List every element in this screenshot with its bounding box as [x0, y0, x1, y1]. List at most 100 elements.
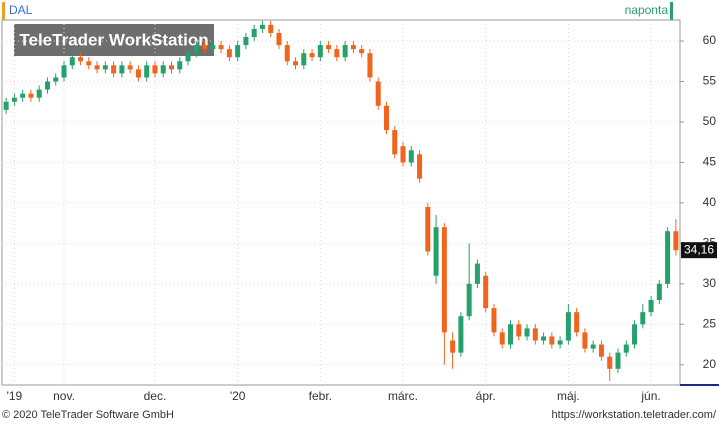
last-price-label: 34,16 [684, 242, 714, 256]
watermark: TeleTrader WorkStation [19, 30, 208, 49]
candle-body [152, 65, 158, 74]
interval: naponta [625, 3, 669, 17]
candle-body [640, 312, 646, 325]
candle-body [673, 231, 679, 251]
candle-body [417, 154, 423, 179]
candle-body [301, 53, 307, 66]
candle-body [557, 340, 563, 345]
candle-body [218, 45, 224, 50]
candle-body [441, 227, 447, 333]
candle-body [326, 45, 332, 50]
candle-body [400, 146, 406, 163]
y-tick-label: 45 [703, 155, 717, 169]
candle-body [408, 150, 414, 163]
candle-body [268, 24, 274, 33]
y-tick-label: 50 [703, 114, 717, 128]
candle-body [425, 206, 431, 252]
candle-body [532, 328, 538, 341]
candle-body [226, 49, 232, 58]
candle-body [549, 336, 555, 345]
candle-body [276, 32, 282, 46]
y-tick-label: 55 [703, 74, 717, 88]
candle-body [102, 65, 108, 70]
interval-marker [670, 2, 673, 20]
candle-body [251, 28, 257, 37]
candle-body [565, 312, 571, 341]
candle-body [450, 340, 456, 353]
candle-body [53, 77, 59, 82]
x-tick-label: márc. [388, 389, 418, 403]
candle-body [193, 45, 199, 54]
candle-body [119, 65, 125, 74]
candle-body [127, 65, 133, 70]
watermark-box [14, 24, 214, 56]
candle-body [375, 81, 381, 106]
candle-body [28, 93, 34, 98]
y-tick-label: 30 [703, 276, 717, 290]
candle-body [656, 283, 662, 301]
y-tick-label: 40 [703, 195, 717, 209]
candle-body [36, 89, 42, 98]
candle-body [334, 49, 340, 58]
symbol: DAL [9, 3, 33, 17]
candle-body [11, 97, 17, 102]
candle-body [433, 227, 439, 276]
candle-body [177, 61, 183, 70]
candle-body [582, 332, 588, 349]
candle-body [293, 61, 299, 66]
footer-left: © 2020 TeleTrader Software GmbH [2, 409, 174, 421]
candle-body [524, 328, 530, 337]
symbol-marker [2, 2, 5, 20]
candle-body [541, 336, 547, 341]
footer-right: https://workstation.teletrader.com/ [552, 409, 717, 421]
candle-body [499, 332, 505, 345]
candle-body [590, 344, 596, 349]
candle-body [78, 57, 84, 62]
candle-body [359, 49, 365, 54]
x-tick-label: jún. [640, 389, 660, 403]
candle-body [259, 24, 265, 29]
candle-body [516, 324, 522, 337]
x-tick-label: dec. [144, 389, 167, 403]
candle-body [623, 344, 629, 353]
candle-body [185, 53, 191, 62]
candle-body [94, 65, 100, 70]
candle-body [342, 45, 348, 58]
candle-body [508, 324, 513, 345]
candle-body [350, 45, 356, 50]
candle-body [309, 53, 315, 58]
y-tick-label: 20 [703, 357, 717, 371]
candle-body [44, 81, 50, 90]
candle-body [607, 356, 613, 369]
candle-body [491, 308, 497, 333]
candle-body [284, 45, 290, 62]
candle-body [483, 275, 489, 309]
candle-body [210, 45, 216, 50]
candle-body [111, 65, 117, 74]
candle-body [383, 105, 389, 131]
last-price-box [681, 242, 717, 259]
candle-body [144, 65, 150, 78]
candle-body [235, 45, 241, 58]
candle-body [474, 263, 480, 284]
candle-body [458, 316, 464, 353]
candle-body [69, 57, 75, 66]
candle-body [317, 45, 323, 58]
candle-body [598, 344, 604, 357]
x-tick-label: máj. [557, 389, 580, 403]
candle-body [243, 36, 249, 46]
x-tick-label: ápr. [476, 389, 496, 403]
candle-body [135, 69, 141, 78]
candle-body [648, 300, 654, 313]
candle-body [20, 93, 26, 98]
x-tick-label: febr. [309, 389, 332, 403]
candle-body [160, 65, 166, 74]
x-tick-label: '20 [230, 389, 246, 403]
candle-body [169, 65, 174, 70]
candle-body [574, 312, 580, 333]
candle-body [367, 53, 373, 78]
x-tick-label: nov. [53, 389, 75, 403]
candle-body [392, 130, 398, 155]
candle-body [202, 45, 208, 50]
candle-body [615, 352, 621, 369]
